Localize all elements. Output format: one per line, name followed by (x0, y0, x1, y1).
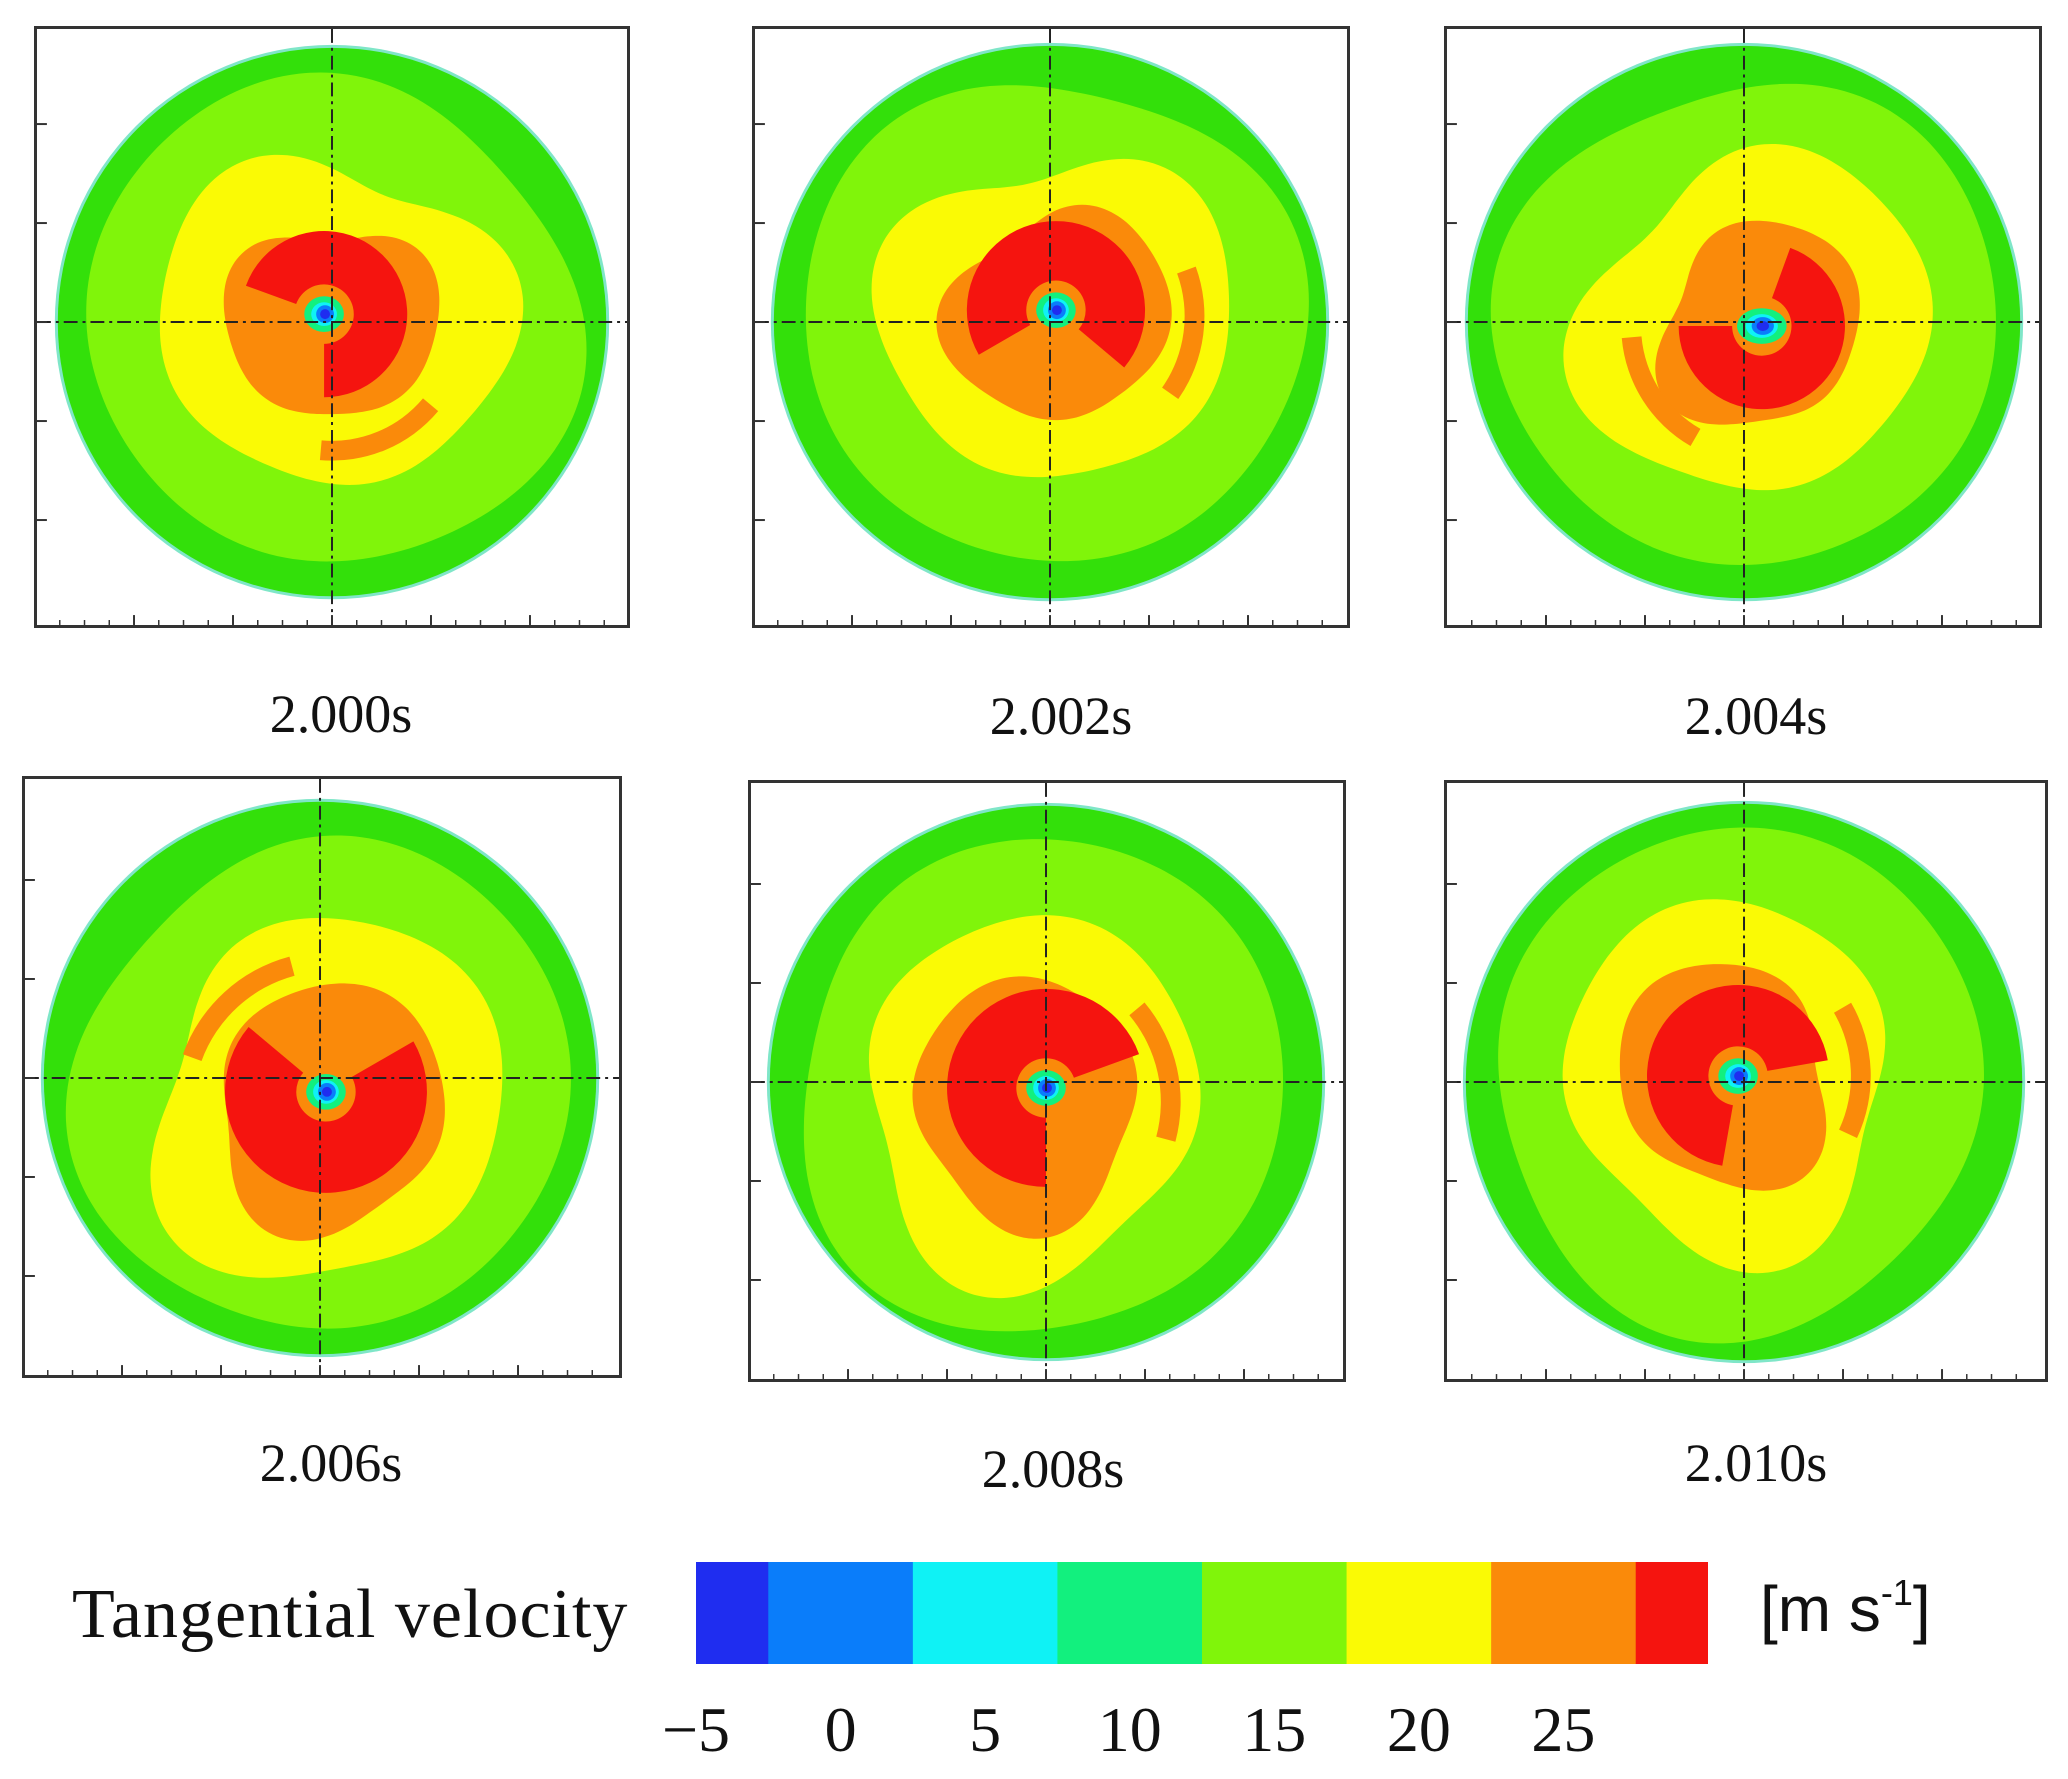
colorbar-tick-label: 25 (1531, 1694, 1596, 1765)
colorbar-tick-label: −5 (661, 1694, 731, 1765)
colorbar-tick-label: 15 (1242, 1694, 1307, 1765)
vortex-core (1051, 305, 1062, 316)
vortex-core (322, 1086, 332, 1097)
colorbar-tick-label: 0 (824, 1694, 857, 1765)
colorbar-title: Tangential velocity (72, 1576, 629, 1653)
plot-frame-3 (1444, 26, 2042, 628)
plot-frame-5 (748, 780, 1346, 1382)
vortex-core (320, 309, 331, 320)
colorbar-tick-label: 5 (969, 1694, 1002, 1765)
colorbar-band-4 (1202, 1562, 1348, 1664)
orange-streak (182, 956, 295, 1061)
orange-streak (1621, 336, 1701, 447)
plot-frame-2 (752, 26, 1350, 628)
plot-frame-1 (34, 26, 630, 628)
colorbar-band-7 (1635, 1562, 1708, 1664)
time-label-5: 2.008s (981, 1439, 1125, 1499)
colorbar-band-2 (912, 1562, 1058, 1664)
red-region (947, 988, 1140, 1187)
red-region (1678, 247, 1845, 410)
contour-plot-2 (755, 29, 1347, 625)
time-label-1: 2.000s (269, 684, 413, 744)
time-label-3: 2.004s (1684, 686, 1828, 746)
unit-exponent: -1 (1880, 1571, 1913, 1613)
colorbar-tick-label: 20 (1386, 1694, 1451, 1765)
colorbar (696, 1562, 1708, 1664)
colorbar-band-5 (1346, 1562, 1492, 1664)
contour-plot-4 (25, 779, 619, 1375)
colorbar-tick-label: 10 (1097, 1694, 1162, 1765)
colorbar-band-1 (768, 1562, 914, 1664)
orange-streak (1833, 1002, 1871, 1138)
red-region (224, 1026, 427, 1193)
vortex-core (1734, 1071, 1745, 1081)
contour-plot-6 (1447, 783, 2045, 1379)
vortex-core (1756, 321, 1769, 331)
red-region (245, 230, 408, 398)
colorbar-band-0 (696, 1562, 769, 1664)
colorbar-band-3 (1057, 1562, 1203, 1664)
colorbar-band-6 (1491, 1562, 1637, 1664)
contour-plot-5 (751, 783, 1343, 1379)
plot-frame-4 (22, 776, 622, 1378)
time-label-4: 2.006s (259, 1433, 403, 1493)
red-region (1646, 984, 1828, 1166)
contour-plot-3 (1447, 29, 2039, 625)
orange-streak (319, 398, 439, 461)
unit-base: m s (1777, 1573, 1881, 1645)
colorbar-unit: [m s-1] (1760, 1571, 1931, 1645)
orange-streak (1129, 1002, 1181, 1142)
orange-streak (1162, 266, 1205, 400)
time-label-6: 2.010s (1684, 1433, 1828, 1493)
plot-frame-6 (1444, 780, 2048, 1382)
contour-plot-1 (37, 29, 627, 625)
red-region (966, 221, 1146, 368)
time-label-2: 2.002s (989, 686, 1133, 746)
colorbar-svg (696, 1562, 1708, 1664)
